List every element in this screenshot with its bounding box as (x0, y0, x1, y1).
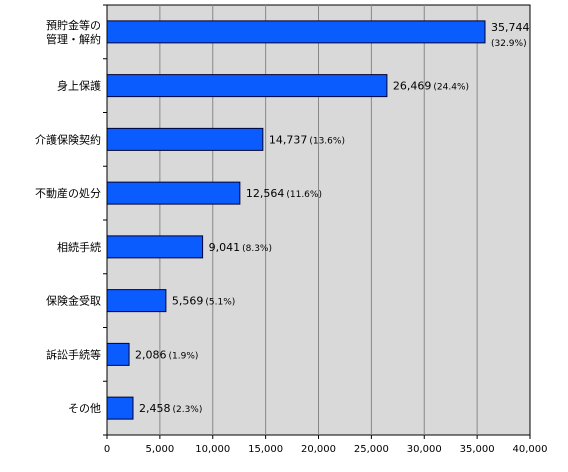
bar (106, 127, 264, 151)
data-label-percent: (11.6%) (286, 190, 322, 200)
bar (106, 181, 241, 205)
x-tick-label: 15,000 (248, 444, 283, 455)
data-label-value: 2,086 (135, 348, 167, 361)
data-label-value: 5,569 (172, 295, 204, 308)
data-label-percent: (24.4%) (433, 83, 469, 93)
category-label: 預貯金等の (46, 18, 101, 32)
data-label-percent: (8.3%) (242, 244, 272, 254)
x-tick-label: 40,000 (513, 444, 548, 455)
x-tick-label: 0 (104, 444, 110, 455)
data-label-percent: (2.3%) (172, 405, 202, 415)
category-label: 身上保護 (57, 79, 101, 93)
category-label: 相続手続 (57, 240, 101, 254)
x-tick-label: 5,000 (146, 444, 175, 455)
data-label-value: 14,737 (269, 133, 308, 146)
bar (106, 289, 167, 313)
data-label-percent: (32.9%) (491, 39, 527, 49)
bar (106, 235, 204, 259)
x-tick-label: 35,000 (460, 444, 495, 455)
x-tick-label: 25,000 (354, 444, 389, 455)
x-tick-label: 20,000 (301, 444, 336, 455)
data-label-value: 35,744 (491, 21, 530, 34)
data-label-value: 12,564 (246, 187, 285, 200)
bar (106, 74, 388, 98)
data-label-value: 2,458 (139, 402, 171, 415)
bar (106, 20, 486, 44)
bar (106, 342, 130, 366)
category-label: 訴訟手続等 (46, 347, 101, 361)
category-label: 管理・解約 (46, 32, 101, 46)
x-tick-label: 30,000 (407, 444, 442, 455)
data-label-value: 9,041 (209, 241, 241, 254)
category-label: 介護保険契約 (35, 132, 101, 146)
category-label: その他 (68, 402, 101, 415)
data-label-value: 26,469 (393, 80, 432, 93)
data-label-percent: (13.6%) (309, 136, 345, 146)
bar (106, 396, 134, 420)
x-tick-label: 10,000 (195, 444, 230, 455)
category-label: 保険金受取 (46, 294, 101, 308)
data-label-percent: (1.9%) (169, 351, 199, 361)
data-label-percent: (5.1%) (205, 298, 235, 308)
category-label: 不動産の処分 (35, 186, 101, 200)
